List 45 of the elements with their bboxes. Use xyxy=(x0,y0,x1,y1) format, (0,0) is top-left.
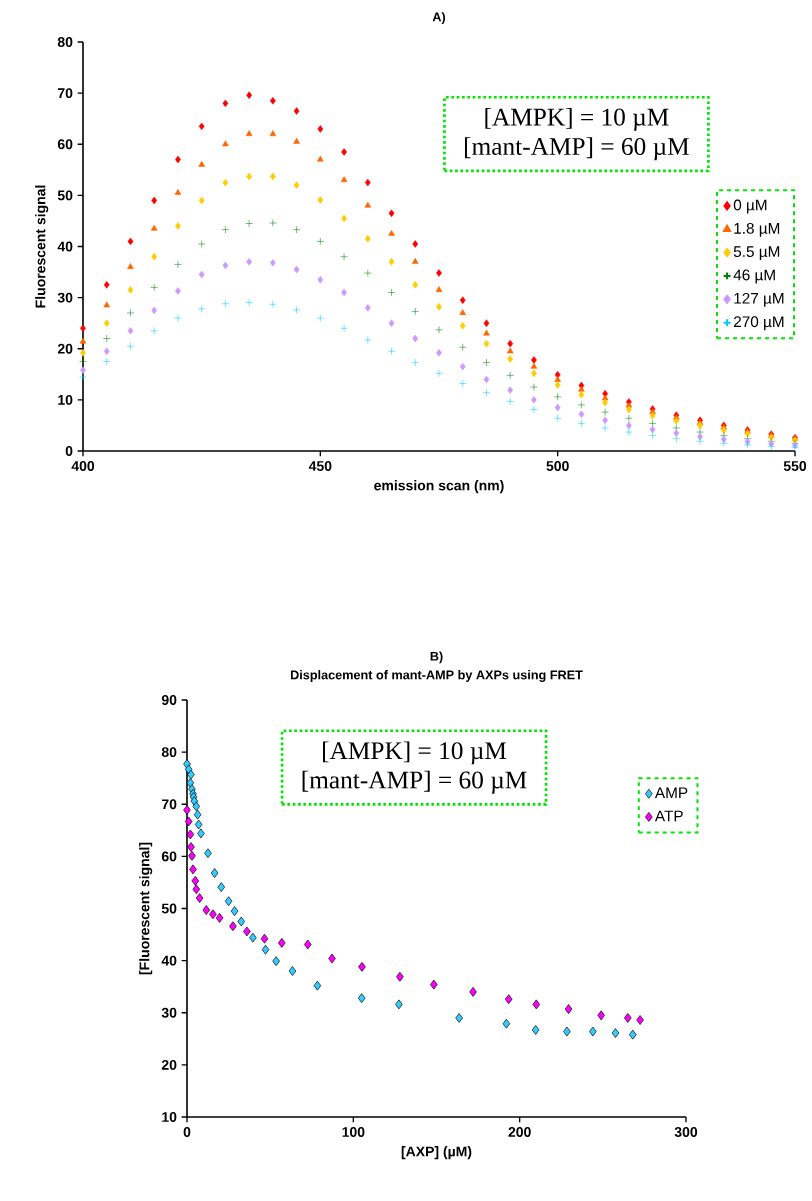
x-tick-label: 200 xyxy=(508,1127,531,1137)
y-tick-label: 40 xyxy=(57,241,73,252)
legend-label: 46 µM xyxy=(733,269,775,284)
y-tick-label: 50 xyxy=(161,903,177,914)
annotation: [AMPK] = 10 µM xyxy=(485,107,669,131)
legend-label: 5.5 µM xyxy=(733,246,780,261)
legend-label: 1.8 µM xyxy=(734,222,780,237)
x-axis-title: emission scan (nm) xyxy=(374,480,504,494)
legend-label: 0 µM xyxy=(733,199,767,214)
x-tick-label: 0 xyxy=(183,1127,191,1137)
y-tick-label: 90 xyxy=(161,695,177,705)
legend-label: 127 µM xyxy=(734,292,784,307)
x-tick-label: 500 xyxy=(546,461,569,471)
annotation: [AMPK] = 10 µM xyxy=(323,741,507,765)
legend-label: ATP xyxy=(654,810,683,822)
y-tick-label: 40 xyxy=(161,955,177,966)
y-tick-label: 70 xyxy=(161,799,177,810)
y-tick-label: 30 xyxy=(161,1007,177,1018)
y-axis-title: [Fluorescent signal] xyxy=(139,842,153,975)
x-tick-label: 550 xyxy=(783,461,807,471)
annotation: [mant-AMP] = 60 µM xyxy=(464,137,689,161)
y-tick-label: 80 xyxy=(161,747,177,758)
y-tick-label: 10 xyxy=(162,1112,177,1122)
y-tick-label: 0 xyxy=(65,446,73,456)
chart-subtitle: Displacement of mant-AMP by AXPs using FRET xyxy=(290,670,583,682)
y-axis-title: Fluorescent signal xyxy=(35,185,49,308)
y-tick-label: 70 xyxy=(57,88,73,99)
y-tick-label: 30 xyxy=(57,292,73,303)
y-tick-label: 20 xyxy=(57,343,73,354)
y-tick-label: 60 xyxy=(161,851,177,862)
chart-title: A) xyxy=(432,12,446,24)
legend-label: 270 µM xyxy=(733,316,784,331)
y-tick-label: 60 xyxy=(57,139,73,150)
y-tick-label: 80 xyxy=(57,37,73,47)
x-tick-label: 100 xyxy=(342,1127,365,1137)
x-axis-title: [AXP] (µM) xyxy=(401,1146,472,1160)
y-tick-label: 10 xyxy=(58,394,73,405)
x-tick-label: 300 xyxy=(674,1127,698,1137)
y-tick-label: 20 xyxy=(161,1059,177,1070)
annotation: [mant-AMP] = 60 µM xyxy=(302,770,527,794)
chart-title: B) xyxy=(430,651,443,664)
x-tick-label: 400 xyxy=(71,461,95,471)
legend-label: AMP xyxy=(654,787,688,799)
y-tick-label: 50 xyxy=(57,190,73,201)
x-tick-label: 450 xyxy=(308,461,332,471)
